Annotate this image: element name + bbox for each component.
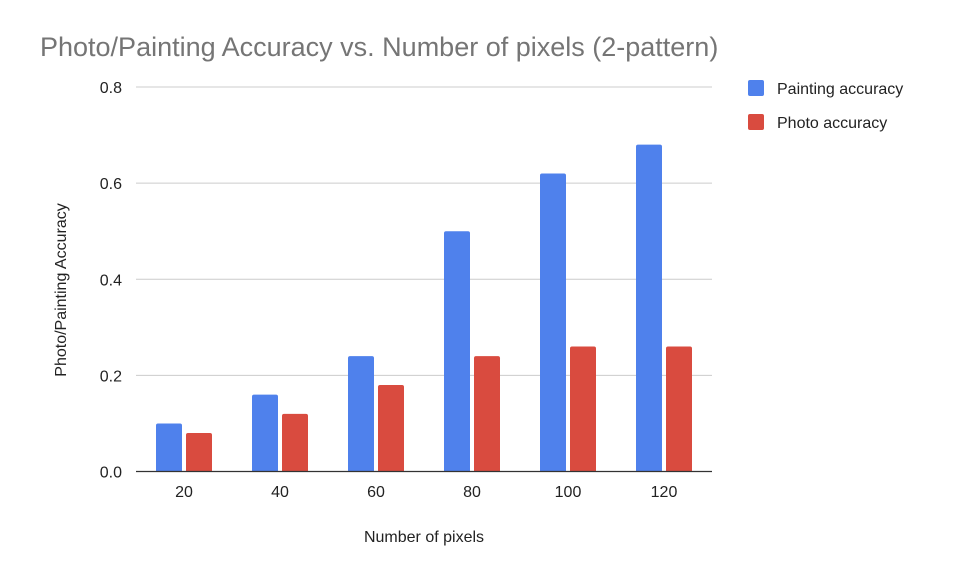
y-tick-labels: 0.0 0.2 0.4 0.6 0.8 xyxy=(100,80,122,482)
bar-painting-accuracy-20 xyxy=(156,423,182,472)
bar-painting-accuracy-40 xyxy=(252,394,278,472)
bars xyxy=(156,144,692,472)
y-axis-label: Photo/Painting Accuracy xyxy=(53,203,70,376)
gridlines xyxy=(136,86,712,376)
bar-photo-accuracy-20 xyxy=(186,433,212,472)
y-tick-label: 0.8 xyxy=(100,80,122,97)
legend-swatch xyxy=(748,114,764,130)
y-tick-label: 0.0 xyxy=(100,465,122,482)
x-axis-label: Number of pixels xyxy=(364,529,484,546)
bar-painting-accuracy-120 xyxy=(636,144,662,472)
legend: Painting accuracy Photo accuracy xyxy=(748,80,903,132)
x-tick-label: 120 xyxy=(651,484,678,501)
x-tick-label: 40 xyxy=(271,484,289,501)
bar-painting-accuracy-80 xyxy=(444,231,470,472)
x-tick-labels: 20 40 60 80 100 120 xyxy=(175,484,677,501)
bar-painting-accuracy-60 xyxy=(348,356,374,472)
bar-photo-accuracy-100 xyxy=(570,346,596,472)
chart-title: Photo/Painting Accuracy vs. Number of pi… xyxy=(40,32,718,62)
bar-photo-accuracy-40 xyxy=(282,413,308,472)
legend-label: Painting accuracy xyxy=(777,81,903,98)
x-tick-label: 60 xyxy=(367,484,385,501)
legend-swatch xyxy=(748,80,764,96)
bar-painting-accuracy-100 xyxy=(540,173,566,472)
x-tick-label: 100 xyxy=(555,484,582,501)
y-tick-label: 0.6 xyxy=(100,176,122,193)
bar-photo-accuracy-60 xyxy=(378,384,404,472)
bar-photo-accuracy-120 xyxy=(666,346,692,472)
y-tick-label: 0.2 xyxy=(100,368,122,385)
bar-photo-accuracy-80 xyxy=(474,356,500,472)
y-tick-label: 0.4 xyxy=(100,272,122,289)
x-tick-label: 80 xyxy=(463,484,481,501)
x-tick-label: 20 xyxy=(175,484,193,501)
legend-label: Photo accuracy xyxy=(777,115,887,132)
